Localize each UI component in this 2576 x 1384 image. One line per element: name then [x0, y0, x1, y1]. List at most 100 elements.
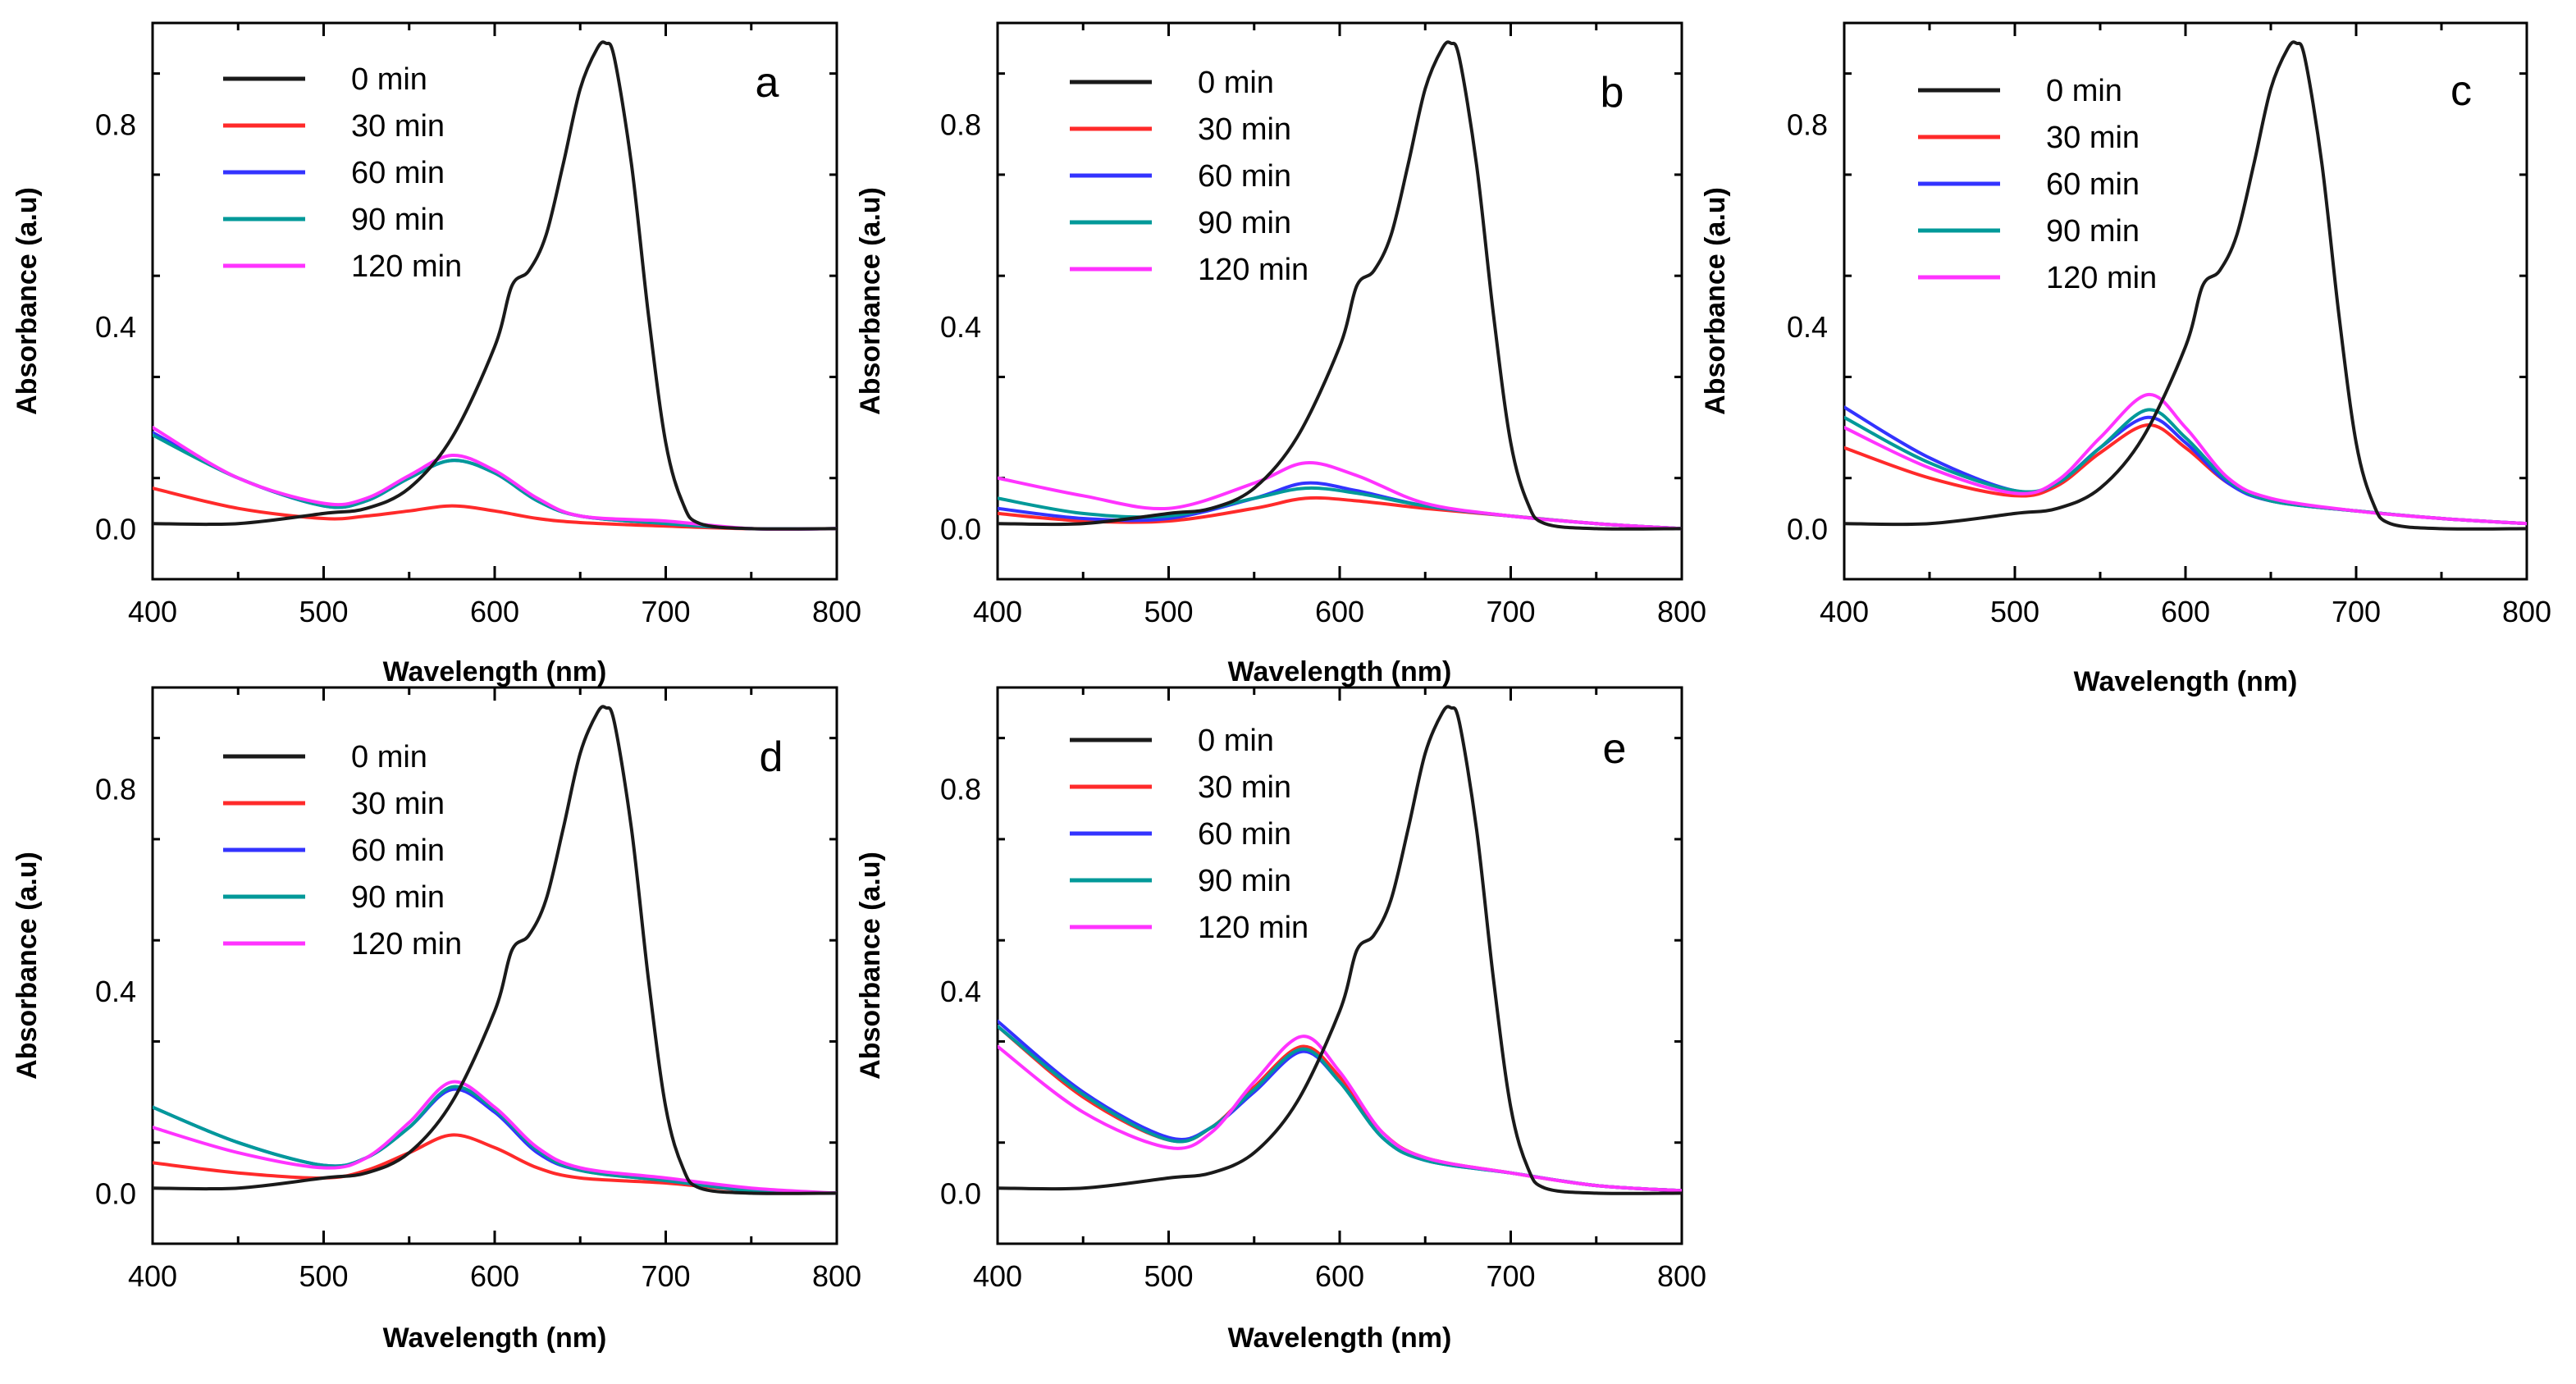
y-tick-label: 0.0 [940, 1176, 981, 1210]
legend-label: 120 min [1198, 911, 1309, 945]
legend-label: 30 min [2046, 121, 2140, 155]
series-group [1844, 40, 2527, 531]
x-tick-label: 500 [299, 1259, 348, 1293]
y-tick-label: 0.8 [940, 107, 981, 141]
x-tick-label: 400 [973, 595, 1022, 628]
legend-label: 60 min [1198, 159, 1291, 194]
y-axis-title: Absorbance (a.u) [1700, 187, 1731, 415]
y-tick-label: 0.4 [95, 975, 136, 1008]
series-line-90-min [153, 1085, 837, 1195]
series-line-0-min [998, 705, 1682, 1195]
y-tick-label: 0.8 [95, 107, 136, 141]
series-line-120-min [153, 426, 837, 532]
legend-label: 0 min [351, 740, 427, 774]
x-tick-label: 800 [1657, 1259, 1706, 1293]
series-line-0-min [153, 705, 837, 1195]
x-tick-label: 500 [1990, 595, 2039, 628]
series-line-60-min [1844, 405, 2527, 526]
x-tick-label: 800 [812, 1259, 861, 1293]
legend-label: 30 min [351, 109, 445, 144]
x-tick-label: 600 [1315, 595, 1364, 628]
x-tick-label: 800 [1657, 595, 1706, 628]
series-line-60-min [153, 431, 837, 531]
panel-letter: c [2450, 67, 2472, 115]
series-line-0-min [998, 40, 1682, 531]
legend-label: 0 min [1198, 66, 1274, 100]
plot-frame [151, 21, 838, 581]
plot-frame [1843, 21, 2528, 581]
x-tick-label: 700 [2332, 595, 2381, 628]
y-tick-label: 0.8 [1787, 107, 1828, 141]
panel-letter: e [1603, 725, 1627, 773]
x-tick-label: 600 [1315, 1259, 1364, 1293]
series-line-30-min [998, 1025, 1682, 1193]
panel-letter: a [756, 59, 779, 107]
legend-label: 60 min [1198, 817, 1291, 852]
y-tick-label: 0.8 [940, 772, 981, 806]
plot-frame [996, 686, 1683, 1245]
legend-label: 0 min [2046, 74, 2122, 108]
x-tick-label: 700 [641, 1259, 690, 1293]
x-tick-label: 700 [1486, 1259, 1535, 1293]
y-tick-label: 0.4 [1787, 310, 1828, 344]
legend: 0 min 30 min 60 min 90 min 120 min [1918, 74, 2157, 295]
panel-letter: d [760, 733, 783, 781]
x-axis-title: Wavelength (nm) [2074, 666, 2298, 697]
chart-panel-c: 400 500 600 700 800 0.0 0.4 0.8 Wavelength (nm) A… [1700, 21, 2551, 697]
x-tick-label: 600 [2161, 595, 2210, 628]
legend-label: 0 min [351, 62, 427, 97]
legend-label: 90 min [1198, 206, 1291, 240]
y-tick-label: 0.0 [940, 512, 981, 546]
plot-frame [151, 686, 838, 1245]
x-tick-label: 700 [1486, 595, 1535, 628]
legend: 0 min 30 min 60 min 90 min 120 min [223, 740, 462, 961]
x-tick-label: 400 [973, 1259, 1022, 1293]
legend: 0 min 30 min 60 min 90 min 120 min [1070, 66, 1309, 287]
x-tick-label: 500 [1144, 1259, 1193, 1293]
x-axis-title: Wavelength (nm) [383, 656, 607, 687]
series-line-0-min [1844, 40, 2527, 531]
legend-label: 0 min [1198, 724, 1274, 758]
y-axis-title: Absorbance (a.u) [11, 187, 43, 415]
series-group [153, 40, 837, 532]
x-tick-label: 800 [812, 595, 861, 628]
legend: 0 min 30 min 60 min 90 min 120 min [1070, 724, 1309, 945]
x-tick-label: 700 [641, 595, 690, 628]
x-tick-label: 800 [2502, 595, 2551, 628]
x-axis-title: Wavelength (nm) [1228, 1322, 1452, 1354]
x-tick-label: 400 [1820, 595, 1869, 628]
legend-label: 90 min [351, 203, 445, 237]
y-axis-title: Absorbance (a.u) [855, 187, 886, 415]
plot-frame [996, 21, 1683, 581]
legend-label: 90 min [351, 880, 445, 915]
legend-label: 60 min [2046, 167, 2140, 202]
series-line-120-min [153, 1080, 837, 1195]
y-tick-label: 0.4 [940, 975, 981, 1008]
series-line-60-min [153, 1087, 837, 1195]
x-tick-label: 500 [299, 595, 348, 628]
x-tick-label: 600 [470, 595, 519, 628]
legend-label: 30 min [1198, 770, 1291, 805]
legend-label: 120 min [351, 927, 462, 961]
series-line-120-min [998, 461, 1682, 531]
legend-label: 90 min [2046, 214, 2140, 249]
y-tick-label: 0.4 [95, 310, 136, 344]
panel-letter: b [1601, 69, 1624, 116]
series-group [153, 705, 837, 1195]
chart-panel-d: 400 500 600 700 800 0.0 0.4 0.8 Wavelength (nm) A… [11, 686, 861, 1354]
x-axis-title: Wavelength (nm) [383, 1322, 607, 1354]
series-line-30-min [998, 496, 1682, 531]
y-axis-title: Absorbance (a.u) [855, 852, 886, 1080]
series-line-120-min [998, 1035, 1682, 1193]
y-tick-label: 0.8 [95, 772, 136, 806]
y-tick-label: 0.0 [1787, 512, 1828, 546]
x-tick-label: 400 [128, 1259, 177, 1293]
y-axis-title: Absorbance (a.u) [11, 852, 43, 1080]
legend-label: 60 min [351, 156, 445, 190]
legend-label: 120 min [1198, 253, 1309, 287]
series-line-90-min [153, 433, 837, 531]
y-tick-label: 0.0 [95, 1176, 136, 1210]
legend-label: 120 min [2046, 261, 2157, 295]
legend: 0 min 30 min 60 min 90 min 120 min [223, 62, 462, 284]
chart-panel-b: 400 500 600 700 800 0.0 0.4 0.8 Wavelength (nm) A… [855, 21, 1706, 687]
